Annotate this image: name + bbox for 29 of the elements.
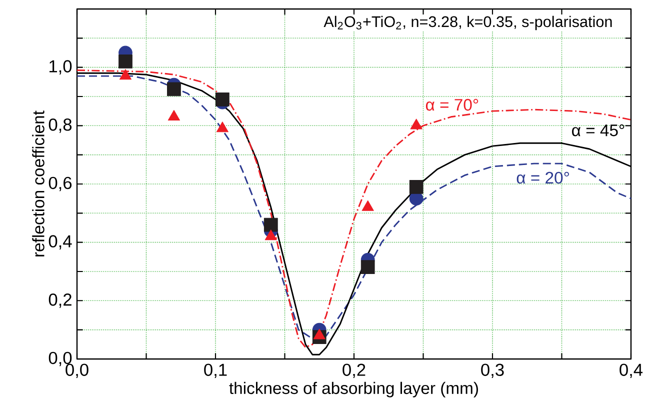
point: [168, 110, 180, 121]
y-axis-title: reflection coefficient: [32, 110, 44, 256]
point: [118, 54, 132, 68]
y-tick-label: 0,4: [48, 235, 72, 250]
point: [409, 180, 424, 194]
y-tick-label: 0,2: [48, 293, 72, 308]
x-tick-label: 0,2: [342, 364, 366, 378]
point: [264, 218, 278, 232]
x-tick-label: 0,3: [481, 364, 504, 378]
series-label: α = 70°: [426, 98, 478, 111]
point: [167, 82, 181, 96]
x-tick-label: 0,1: [204, 364, 227, 378]
point: [410, 118, 422, 130]
point: [313, 328, 326, 340]
legend-label: α = 45°: [572, 124, 624, 136]
y-tick-label: 1,0: [50, 60, 72, 74]
series-label: α = 20°: [516, 172, 569, 184]
chart-title: Al$_{2}$O$_{3}$+TiO$_{2}$, n=3.28, k=0.35, s-polarisation: [324, 16, 612, 30]
x-tick-label: 0,4: [620, 364, 643, 378]
point: [409, 192, 424, 206]
point: [362, 200, 374, 211]
point: [360, 260, 375, 274]
point: [264, 230, 277, 240]
y-tick-label: 0,6: [48, 176, 72, 192]
point: [215, 92, 230, 106]
y-tick-label: 0,8: [48, 118, 72, 133]
point: [119, 69, 132, 80]
x-axis-title: thickness of absorbing layer (mm): [229, 382, 478, 398]
point: [216, 122, 228, 132]
